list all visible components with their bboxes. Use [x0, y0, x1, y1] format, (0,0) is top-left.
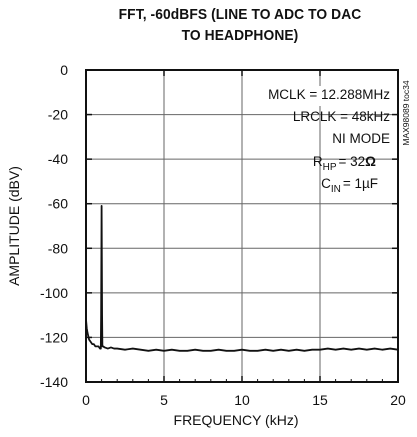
x-tick-labels: 0 5 10 15 20 [82, 392, 406, 408]
watermark-label: MAX98089 toc34 [401, 80, 411, 145]
y-tick-label: -80 [48, 240, 68, 256]
annotation-cin-sub: IN [331, 184, 341, 195]
series-layer [85, 205, 399, 352]
y-tick-label: -140 [40, 374, 68, 390]
y-axis-label: AMPLITUDE (dBV) [6, 166, 22, 286]
y-tick-label: -40 [48, 151, 68, 167]
y-tick-labels: 0 -20 -40 -60 -80 -100 -120 -140 [40, 62, 68, 390]
annotation-cin-value: = 1µF [343, 176, 378, 191]
chart-title-line-1: FFT, -60dBFS (LINE TO ADC TO DAC [118, 6, 362, 23]
x-axis-label: FREQUENCY (kHz) [174, 412, 299, 428]
annotation-mask-1 [246, 86, 392, 106]
annotation-ni-mode: NI MODE [332, 131, 390, 146]
fft-series-line [85, 205, 399, 352]
annotation-block: MCLK = 12.288MHz LRCLK = 48kHz NI MODE R… [268, 87, 390, 195]
x-tick-label: 5 [160, 392, 168, 408]
x-tick-label: 20 [390, 392, 406, 408]
y-tick-label: -20 [48, 107, 68, 123]
annotation-cin-c: C [321, 176, 331, 191]
annotation-mclk: MCLK = 12.288MHz [268, 87, 390, 102]
chart-title-line-2: TO HEADPHONE) [181, 27, 299, 44]
x-tick-label: 10 [234, 392, 250, 408]
x-tick-label: 0 [82, 392, 90, 408]
axis-ticks [85, 69, 399, 383]
annotation-rhp-r: R [313, 154, 323, 169]
annotation-lrclk: LRCLK = 48kHz [293, 109, 390, 124]
grid [86, 70, 398, 382]
annotation-omega: Ω [365, 154, 376, 169]
x-tick-label: 15 [312, 392, 328, 408]
annotation-cin: CIN = 1µF [321, 176, 378, 195]
y-tick-label: -120 [40, 329, 68, 345]
y-tick-label: -100 [40, 285, 68, 301]
annotation-rhp-sub: HP [323, 162, 337, 173]
annotation-rhp: RHP = 32Ω [313, 154, 376, 173]
y-tick-label: -60 [48, 196, 68, 212]
y-tick-label: 0 [60, 62, 68, 78]
annotation-rhp-value: = 32 [339, 154, 366, 169]
